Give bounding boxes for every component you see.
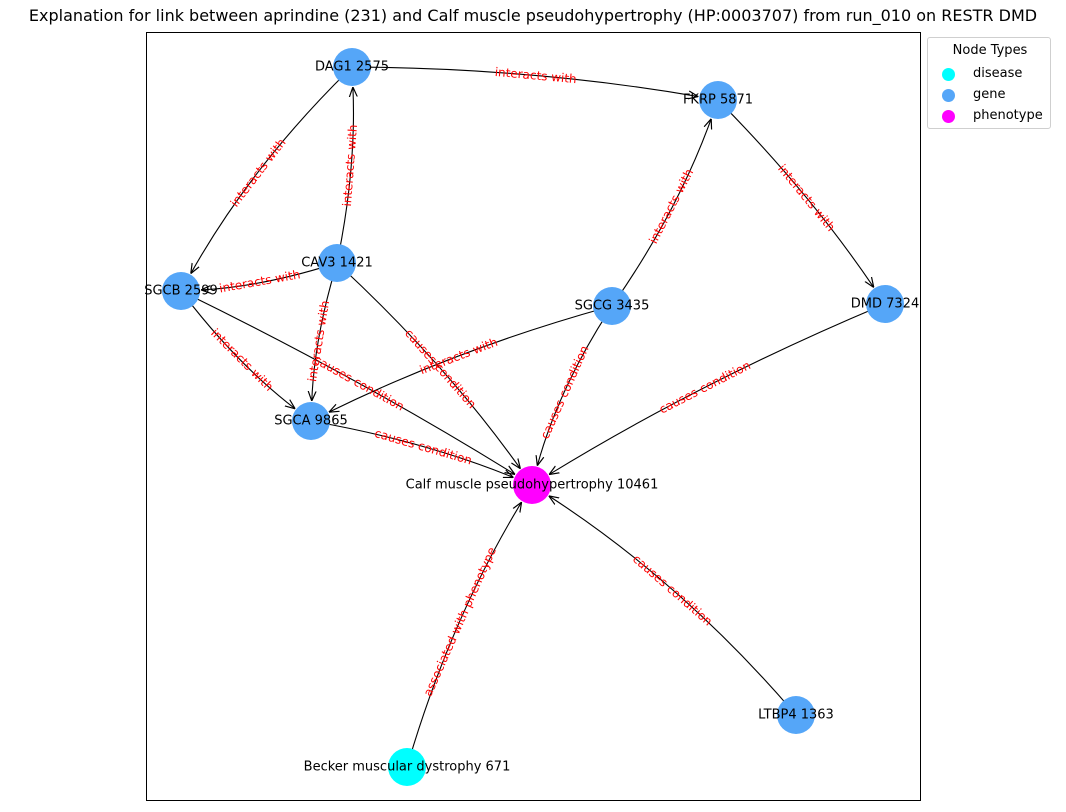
node-label-sgca: SGCA 9865 — [274, 414, 348, 429]
legend-item-phenotype: phenotype — [928, 107, 1052, 127]
node-label-fkrp: FKRP 5871 — [683, 93, 753, 108]
edge-cav3-sgcb — [201, 264, 332, 290]
node-label-dag1: DAG1 2575 — [315, 60, 389, 75]
edge-cav3-dag1 — [337, 87, 353, 258]
edge-label-fkrp-dmd: interacts with — [775, 162, 838, 234]
legend-item-disease: disease — [928, 65, 1052, 85]
chart-title: Explanation for link between aprindine (… — [28, 6, 1038, 25]
node-sgca — [292, 402, 330, 440]
nodes-layer — [162, 48, 904, 786]
edge-label-ltbp4-calf: causes condition — [630, 552, 715, 629]
node-ltbp4 — [777, 696, 815, 734]
edge-sgcg-calf — [537, 310, 610, 466]
legend-item-gene: gene — [928, 86, 1052, 106]
edge-sgcg-sgca — [329, 307, 607, 413]
edge-label-sgcb-sgca: interacts with — [208, 326, 276, 394]
edge-label-becker-calf: associated with phenotype — [421, 545, 499, 698]
node-label-ltbp4: LTBP4 1363 — [758, 708, 834, 723]
edges-layer — [184, 66, 880, 762]
node-sgcb — [162, 272, 200, 310]
edge-sgcg-fkrp — [614, 119, 711, 302]
legend-marker-disease — [942, 68, 955, 81]
edge-ltbp4-calf — [549, 496, 793, 712]
node-labels-layer: DAG1 2575 FKRP 5871 CAV3 1421 SGCB 2599 SGCG… — [144, 60, 919, 775]
node-label-dmd: DMD 7324 — [851, 297, 919, 312]
legend-label-disease: disease — [973, 66, 1023, 81]
edge-cav3-calf — [340, 266, 520, 469]
node-label-sgcg: SGCG 3435 — [575, 299, 650, 314]
edge-label-cav3-dag1: interacts with — [340, 124, 360, 207]
legend-marker-phenotype — [942, 110, 955, 123]
edge-label-dag1-sgcb: interacts with — [228, 136, 289, 210]
legend-marker-gene — [942, 89, 955, 102]
legend-label-gene: gene — [973, 87, 1006, 102]
node-dmd — [866, 285, 904, 323]
node-label-cav3: CAV3 1421 — [301, 256, 373, 271]
node-label-sgcb: SGCB 2599 — [144, 284, 218, 299]
node-fkrp — [699, 81, 737, 119]
edge-sgcb-sgca — [184, 295, 295, 409]
legend-label-phenotype: phenotype — [973, 108, 1043, 123]
edge-label-cav3-sgcb: interacts with — [218, 267, 301, 295]
edge-label-sgcg-calf: causes condition — [538, 343, 592, 441]
edge-labels-layer: interacts with interacts with interacts wi… — [208, 65, 838, 699]
node-becker — [388, 748, 426, 786]
edge-label-dmd-calf: causes condition — [657, 358, 753, 416]
node-label-calf: Calf muscle pseudohypertrophy 10461 — [406, 478, 659, 493]
node-label-becker: Becker muscular dystrophy 671 — [304, 760, 511, 775]
edge-label-sgca-calf: causes condition — [373, 426, 474, 467]
legend-title: Node Types — [952, 43, 1028, 58]
edge-cav3-sgca — [312, 268, 336, 401]
edge-label-sgcg-fkrp: interacts with — [646, 166, 696, 245]
edge-sgca-calf — [316, 421, 514, 477]
node-dag1 — [333, 48, 371, 86]
edge-sgcb-calf — [185, 293, 515, 475]
edge-dmd-calf — [549, 305, 880, 474]
edge-fkrp-dmd — [721, 103, 874, 287]
node-sgcg — [593, 287, 631, 325]
plot-frame — [146, 32, 921, 801]
node-calf — [513, 466, 551, 504]
edge-label-dag1-fkrp: interacts with — [494, 65, 577, 86]
edge-dag1-sgcb — [191, 70, 349, 274]
edge-becker-calf — [408, 502, 522, 762]
legend: Node Types disease gene phenotype — [927, 37, 1051, 129]
edge-dag1-fkrp — [357, 66, 699, 97]
node-cav3 — [318, 244, 356, 282]
